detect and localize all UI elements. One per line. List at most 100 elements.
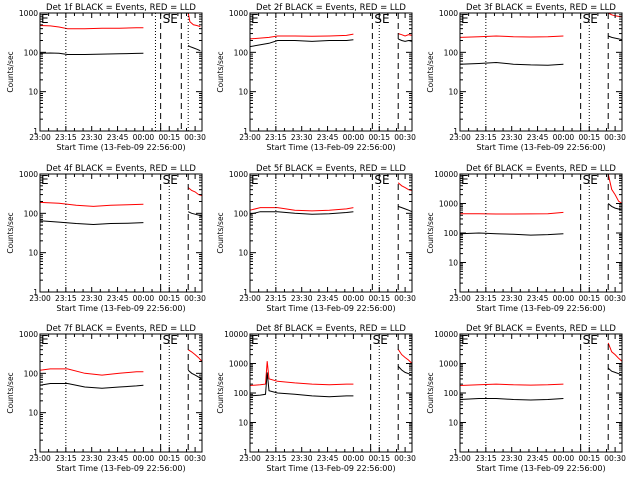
- x-tick-label: 00:15: [368, 454, 390, 463]
- lld-line-0: [460, 211, 564, 215]
- x-tick-label: 00:30: [394, 294, 416, 303]
- y-tick-label: 1: [453, 127, 458, 136]
- panel-title: Det 4f BLACK = Events, RED = LLD: [46, 164, 196, 174]
- x-tick-label: 23:15: [265, 454, 287, 463]
- y-axis-label: Counts/sec: [216, 51, 225, 92]
- events-line-3: [607, 203, 623, 211]
- lld-line-0: [39, 25, 144, 30]
- events-line-1: [249, 39, 354, 48]
- x-tick-label: 00:30: [184, 294, 206, 303]
- marker-e: E: [251, 12, 259, 26]
- y-tick-label: 10: [28, 88, 38, 97]
- events-line-1: [459, 61, 564, 66]
- lld-line-0: [249, 33, 354, 40]
- y-tick-label: 1: [243, 127, 248, 136]
- marker-e: E: [461, 333, 469, 347]
- x-tick-label: 23:15: [55, 454, 77, 463]
- x-tick-label: 00:00: [343, 454, 365, 463]
- lld-line-2: [607, 342, 623, 362]
- y-tick-label: 10: [238, 419, 248, 428]
- y-tick-label: 10: [448, 419, 458, 428]
- y-tick-label: 1000: [229, 170, 248, 179]
- x-axis-label: Start Time (13-Feb-09 22:56:00): [56, 143, 185, 152]
- marker-se: SE: [583, 12, 598, 26]
- y-tick-label: 10: [28, 249, 38, 258]
- x-tick-label: 23:00: [239, 294, 261, 303]
- y-tick-label: 1: [33, 448, 38, 457]
- y-tick-label: 1000: [19, 9, 38, 18]
- y-tick-label: 100: [24, 369, 39, 378]
- marker-e: E: [41, 173, 49, 187]
- x-tick-label: 23:15: [475, 454, 497, 463]
- x-tick-label: 23:00: [29, 133, 51, 142]
- x-axis-label: Start Time (13-Feb-09 22:56:00): [476, 464, 605, 473]
- x-tick-label: 00:15: [158, 133, 180, 142]
- x-tick-label: 00:00: [343, 133, 365, 142]
- x-tick-label: 23:30: [81, 294, 103, 303]
- events-line-1: [39, 383, 144, 389]
- plot-frame: [249, 333, 413, 453]
- x-tick-label: 23:15: [55, 294, 77, 303]
- y-tick-label: 10: [448, 88, 458, 97]
- x-tick-label: 23:00: [239, 133, 261, 142]
- lld-line-0: [459, 383, 564, 386]
- marker-se: SE: [163, 173, 178, 187]
- marker-e: E: [461, 173, 469, 187]
- y-axis-label: Counts/sec: [426, 51, 435, 92]
- panel-title: Det 5f BLACK = Events, RED = LLD: [256, 164, 406, 174]
- x-tick-label: 23:45: [527, 294, 549, 303]
- x-tick-label: 00:15: [368, 133, 390, 142]
- marker-e: E: [251, 333, 259, 347]
- x-axis-label: Start Time (13-Feb-09 22:56:00): [56, 304, 185, 313]
- lld-line-0: [249, 361, 354, 386]
- x-tick-label: 00:15: [158, 294, 180, 303]
- y-tick-label: 1: [243, 448, 248, 457]
- x-tick-label: 00:15: [368, 294, 390, 303]
- x-tick-label: 23:45: [317, 294, 339, 303]
- marker-se: SE: [163, 333, 178, 347]
- x-tick-label: 23:00: [449, 294, 471, 303]
- x-tick-label: 23:30: [501, 454, 523, 463]
- events-line-3: [187, 369, 203, 380]
- x-axis-label: Start Time (13-Feb-09 22:56:00): [266, 464, 395, 473]
- x-tick-label: 00:00: [133, 133, 155, 142]
- x-tick-label: 23:30: [291, 454, 313, 463]
- y-tick-label: 1: [453, 288, 458, 297]
- y-axis-label: Counts/sec: [6, 51, 15, 92]
- y-tick-label: 1: [33, 127, 38, 136]
- plot-frame: [39, 12, 203, 132]
- events-line-1: [249, 372, 354, 398]
- y-axis-label: Counts/sec: [6, 372, 15, 413]
- x-tick-label: 23:30: [291, 294, 313, 303]
- y-tick-label: 100: [444, 389, 459, 398]
- x-axis-label: Start Time (13-Feb-09 22:56:00): [476, 143, 605, 152]
- events-line-1: [39, 220, 144, 226]
- y-tick-label: 1000: [229, 9, 248, 18]
- y-axis-label: Counts/sec: [426, 372, 435, 413]
- x-tick-label: 23:45: [107, 294, 129, 303]
- events-line-1: [459, 398, 564, 401]
- x-tick-label: 23:30: [501, 294, 523, 303]
- x-tick-label: 23:00: [449, 133, 471, 142]
- x-tick-label: 23:15: [475, 294, 497, 303]
- x-tick-label: 23:00: [239, 454, 261, 463]
- y-tick-label: 1000: [229, 360, 248, 369]
- x-tick-label: 00:15: [158, 454, 180, 463]
- x-tick-label: 00:15: [578, 454, 600, 463]
- y-tick-label: 10: [448, 259, 458, 268]
- y-tick-label: 100: [24, 209, 39, 218]
- y-tick-label: 1000: [439, 9, 458, 18]
- marker-se: SE: [374, 12, 389, 26]
- x-tick-label: 00:30: [394, 133, 416, 142]
- plot-frame: [39, 333, 203, 453]
- x-tick-label: 23:45: [317, 454, 339, 463]
